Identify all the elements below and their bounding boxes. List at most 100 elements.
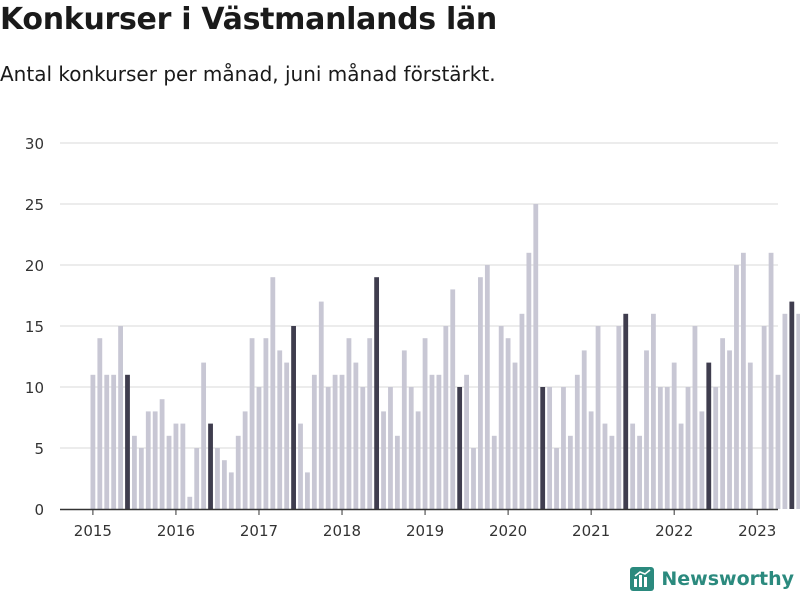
- bar: [768, 252, 774, 510]
- bar: [678, 423, 684, 509]
- x-tick-label: 2019: [406, 522, 444, 540]
- bar: [408, 387, 414, 509]
- y-tick-label: 0: [34, 501, 44, 519]
- bar: [118, 326, 123, 509]
- bar: [346, 338, 352, 509]
- x-tick-label: 2020: [489, 522, 527, 540]
- bar: [256, 387, 262, 509]
- bar: [422, 338, 428, 509]
- bar: [644, 350, 649, 509]
- bar: [374, 277, 380, 509]
- bar: [782, 313, 788, 509]
- bar: [699, 411, 705, 509]
- bar: [97, 338, 103, 509]
- bar: [311, 374, 317, 509]
- bar: [159, 399, 165, 509]
- bar: [284, 362, 290, 509]
- bar: [637, 435, 642, 509]
- bar: [540, 387, 546, 509]
- bar: [685, 387, 691, 509]
- bar: [298, 423, 303, 509]
- bar: [360, 387, 366, 509]
- x-tick-label: 2021: [572, 522, 610, 540]
- brand-name: Newsworthy: [661, 568, 794, 590]
- bar: [561, 387, 566, 509]
- bar: [720, 338, 726, 509]
- bar: [215, 448, 220, 509]
- bar: [138, 448, 144, 509]
- bar: [221, 460, 227, 509]
- bar: [671, 362, 677, 509]
- bar: [145, 411, 151, 509]
- bar: [208, 423, 213, 509]
- bar: [498, 326, 504, 509]
- bar: [602, 423, 608, 509]
- y-tick-label: 15: [25, 318, 44, 336]
- bar: [201, 362, 207, 509]
- bar: [415, 411, 421, 509]
- bar: [249, 338, 255, 509]
- bar: [104, 374, 110, 509]
- bar: [173, 423, 179, 509]
- bar: [291, 326, 296, 509]
- bar: [588, 411, 594, 509]
- chart-title: Konkurser i Västmanlands län: [0, 2, 497, 37]
- y-tick-label: 10: [25, 379, 44, 397]
- bar: [235, 435, 241, 509]
- bar: [353, 362, 359, 509]
- bar: [547, 387, 553, 509]
- bar: [567, 435, 573, 509]
- bar: [394, 435, 400, 509]
- bar: [796, 313, 800, 509]
- bar: [734, 265, 739, 509]
- bar: [166, 435, 172, 509]
- bar: [657, 387, 663, 509]
- bar: [180, 423, 186, 509]
- bar: [111, 374, 117, 509]
- bar: [491, 435, 497, 509]
- bar: [519, 313, 525, 509]
- y-tick-label: 25: [25, 196, 44, 214]
- bar: [775, 374, 781, 509]
- x-tick-label: 2015: [74, 522, 112, 540]
- y-tick-label: 20: [25, 257, 44, 275]
- y-tick-label: 5: [34, 440, 44, 458]
- bar: [609, 435, 615, 509]
- bar: [478, 277, 483, 509]
- bar: [457, 387, 463, 509]
- bar: [713, 387, 719, 509]
- bar: [664, 387, 670, 509]
- x-tick-label: 2016: [157, 522, 195, 540]
- bar: [533, 204, 539, 509]
- x-tick-label: 2022: [655, 522, 693, 540]
- bar: [125, 374, 130, 509]
- y-tick-label: 30: [25, 135, 44, 153]
- bar: [581, 350, 587, 509]
- bar: [194, 448, 200, 509]
- newsworthy-logo: Newsworthy: [629, 566, 794, 592]
- bar: [132, 435, 137, 509]
- bar: [740, 252, 746, 510]
- bar: [505, 338, 511, 509]
- bar: [381, 411, 386, 509]
- bar: [623, 313, 629, 509]
- bar: [574, 374, 580, 509]
- bar: [270, 277, 276, 509]
- bar: [747, 362, 753, 509]
- bar: [706, 362, 712, 509]
- bar: [339, 374, 345, 509]
- bar: [305, 472, 310, 509]
- bar: [277, 350, 283, 509]
- bar: [651, 313, 656, 509]
- bar: [761, 326, 767, 509]
- bar: [429, 374, 435, 509]
- bar: [464, 374, 469, 509]
- bar: [90, 374, 96, 509]
- bar: [325, 387, 331, 509]
- bar: [595, 326, 601, 509]
- bar: [554, 448, 559, 509]
- bar: [388, 387, 393, 509]
- bar: [152, 411, 158, 509]
- bar: [789, 301, 795, 509]
- bar: [401, 350, 407, 509]
